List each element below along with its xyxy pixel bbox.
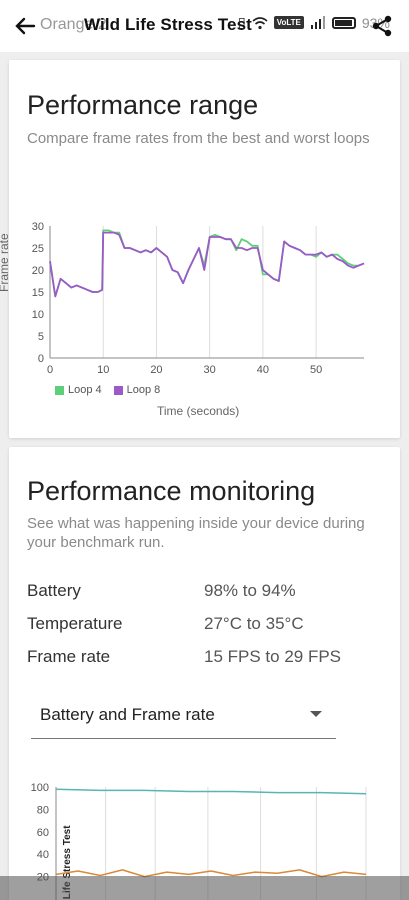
performance-monitoring-title: Performance monitoring bbox=[27, 476, 316, 506]
performance-range-card: Performance range Compare frame rates fr… bbox=[0, 60, 400, 438]
y-tick-label: 30 bbox=[32, 221, 44, 233]
chart-side-label: Wild Life Stress Test bbox=[62, 825, 73, 900]
battery-frame-rate-chart: 20406080100Wild Life Stress Test bbox=[31, 782, 367, 900]
gesture-bar bbox=[0, 876, 409, 900]
y-tick-label: 25 bbox=[32, 243, 44, 255]
status-carrier: Orange 2 bbox=[40, 16, 107, 33]
arrow-left-icon bbox=[15, 17, 36, 35]
legend-swatch bbox=[113, 385, 123, 395]
x-axis-label: Time (seconds) bbox=[157, 404, 240, 418]
x-tick-label: 10 bbox=[97, 364, 109, 376]
legend-item-loop-8: Loop 8 bbox=[113, 384, 161, 396]
share-icon bbox=[372, 15, 392, 37]
title-bar: Orange 2 Wild Life Stress Test ▯ VoLTE 9… bbox=[0, 0, 409, 52]
y-tick-label: 0 bbox=[38, 353, 44, 365]
performance-range-title: Performance range bbox=[27, 90, 259, 120]
y-tick-label: 60 bbox=[37, 827, 49, 839]
legend-label: Loop 8 bbox=[126, 384, 161, 396]
dropdown-selected-value: Battery and Frame rate bbox=[40, 705, 215, 724]
battery-percent: 93% bbox=[361, 14, 390, 31]
y-tick-label: 100 bbox=[31, 782, 49, 794]
y-tick-label: 10 bbox=[32, 309, 44, 321]
series-line-loop-4 bbox=[49, 229, 365, 298]
chevron-down-icon bbox=[310, 711, 322, 717]
performance-monitoring-card: Performance monitoring See what was happ… bbox=[9, 447, 400, 900]
legend-label: Loop 4 bbox=[68, 384, 102, 396]
x-tick-label: 40 bbox=[257, 364, 269, 376]
vibrate-icon: ▯ bbox=[238, 14, 246, 30]
status-icons: ▯ VoLTE 93% bbox=[238, 14, 390, 31]
signal-icon bbox=[310, 16, 325, 29]
series-line-loop-8 bbox=[49, 231, 365, 298]
y-tick-label: 20 bbox=[32, 265, 44, 277]
legend-item-loop-4: Loop 4 bbox=[55, 384, 102, 396]
stat-value: 27°C to 35°C bbox=[204, 614, 304, 633]
x-tick-label: 50 bbox=[310, 364, 322, 376]
y-axis-label: Frame rate bbox=[0, 233, 11, 292]
battery-series-line bbox=[55, 788, 367, 795]
frame-rate-chart: 0 10 20 30 40 50 0 5 10 15 20 25 30 bbox=[32, 221, 365, 376]
x-tick-label: 20 bbox=[150, 364, 162, 376]
performance-range-description: Compare frame rates from the best and wo… bbox=[27, 130, 370, 147]
stat-value: 98% to 94% bbox=[204, 581, 296, 600]
performance-monitoring-description: See what was happening inside your devic… bbox=[27, 515, 365, 551]
y-tick-label: 5 bbox=[38, 331, 44, 343]
frame-rate-series-line bbox=[55, 869, 367, 878]
back-button[interactable] bbox=[14, 12, 38, 40]
y-tick-label: 40 bbox=[37, 849, 49, 861]
metric-select-dropdown[interactable]: Battery and Frame rate bbox=[31, 691, 336, 739]
battery-icon bbox=[331, 16, 356, 29]
legend-swatch bbox=[55, 385, 64, 395]
stat-label: Temperature bbox=[27, 614, 123, 633]
chart-legend: Loop 4 Loop 8 bbox=[55, 384, 160, 396]
y-tick-label: 15 bbox=[32, 287, 44, 299]
x-tick-label: 30 bbox=[204, 364, 216, 376]
volte-badge: VoLTE bbox=[273, 16, 304, 29]
stat-label: Frame rate bbox=[27, 647, 111, 666]
app-title: Wild Life Stress Test bbox=[84, 15, 252, 34]
wifi-icon bbox=[252, 16, 268, 29]
share-button[interactable] bbox=[370, 14, 394, 38]
stat-value: 15 FPS to 29 FPS bbox=[204, 647, 342, 666]
y-tick-label: 80 bbox=[37, 804, 49, 816]
stat-label: Battery bbox=[27, 581, 81, 600]
x-tick-label: 0 bbox=[47, 364, 53, 376]
